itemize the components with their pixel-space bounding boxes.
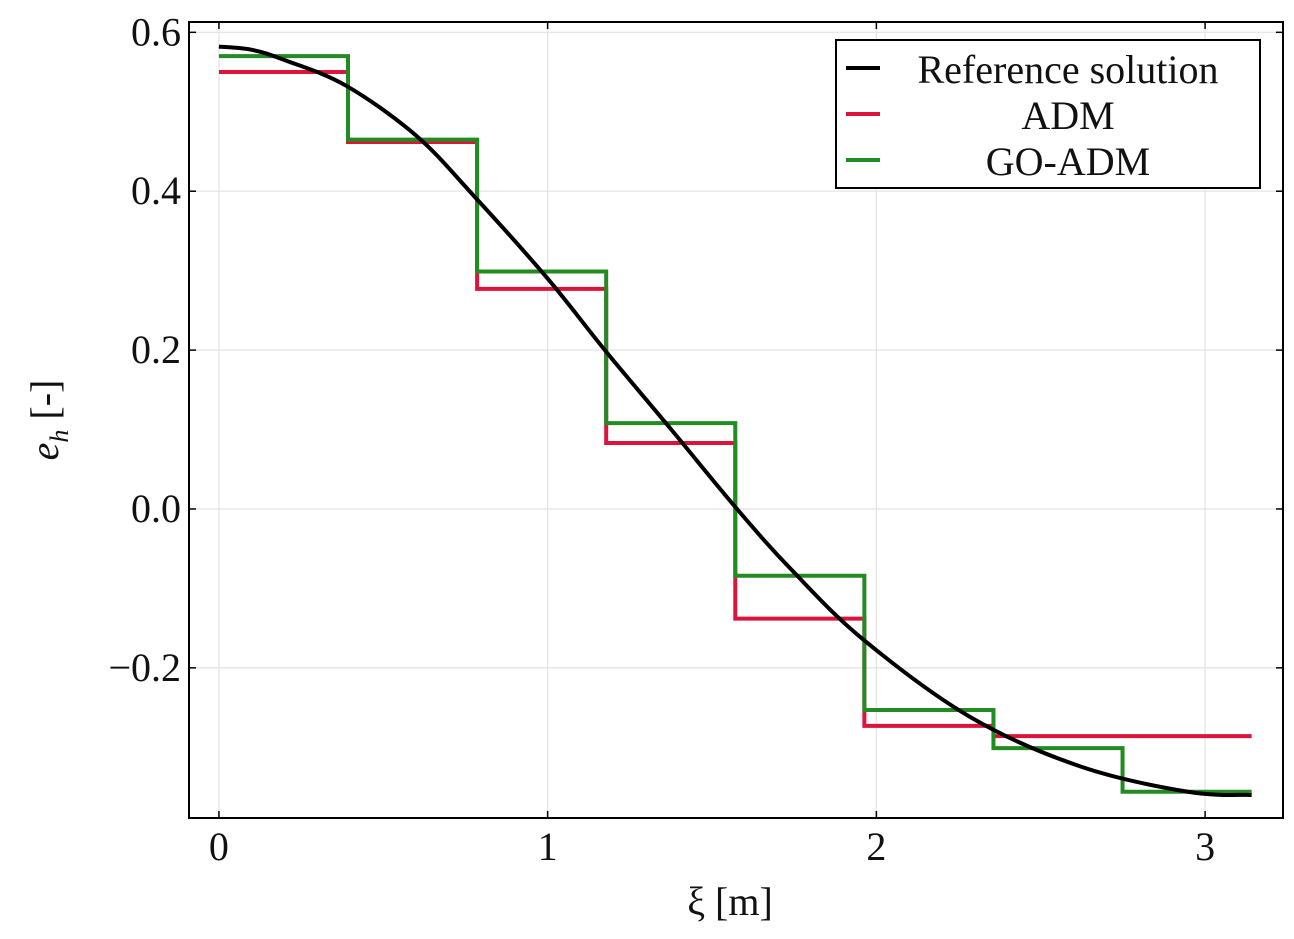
x-tick-label: 2 xyxy=(866,824,886,869)
series-go-adm-line xyxy=(218,54,1252,794)
y-axis-label: eh [-] xyxy=(22,380,74,461)
plot-frame xyxy=(188,21,1284,819)
y-label-sub: h xyxy=(45,430,74,443)
ticks: 0 1 2 3 0.6 0.4 0.2 0.0 −0.2 xyxy=(108,9,1283,869)
x-tick-label: 3 xyxy=(1195,824,1215,869)
legend-label: GO-ADM xyxy=(986,139,1150,184)
series-group xyxy=(218,44,1252,797)
y-label-main: e xyxy=(22,443,67,461)
series-reference-solution-line xyxy=(218,44,1252,797)
x-axis-label: ξ [m] xyxy=(687,879,773,924)
y-tick-label: −0.2 xyxy=(108,645,181,690)
y-tick-label: 0.6 xyxy=(131,9,181,54)
x-tick-label: 0 xyxy=(209,824,229,869)
y-tick-label: 0.0 xyxy=(131,486,181,531)
legend-label: ADM xyxy=(1021,93,1114,138)
x-tick-label: 1 xyxy=(538,824,558,869)
y-label-unit: [-] xyxy=(22,380,67,420)
y-tick-label: 0.2 xyxy=(131,327,181,372)
legend-label: Reference solution xyxy=(918,47,1219,92)
y-tick-label: 0.4 xyxy=(131,168,181,213)
legend-box xyxy=(835,39,1261,189)
